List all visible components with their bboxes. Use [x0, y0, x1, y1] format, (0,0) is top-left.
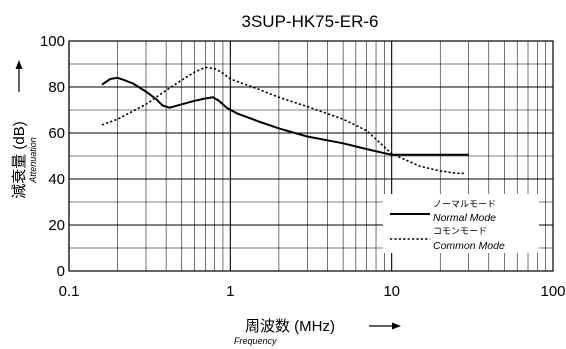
y-tick-label: 40 [48, 171, 65, 188]
chart-title: 3SUP-HK75-ER-6 [242, 12, 379, 31]
y-tick-labels: 0 20 40 60 80 100 [40, 33, 65, 280]
x-tick-label: 1 [226, 283, 234, 300]
y-tick-label: 20 [48, 217, 65, 234]
x-axis-label: 周波数 (MHz) [245, 318, 335, 335]
legend-normal-label: Normal Mode [433, 212, 496, 224]
legend-box [383, 194, 539, 253]
y-tick-label: 60 [48, 125, 65, 142]
legend-common-label: Common Mode [433, 240, 505, 252]
plot-frame [68, 40, 554, 272]
y-axis-label: 減衰量 (dB) [11, 121, 28, 199]
x-axis-sublabel: Frequency [234, 336, 277, 346]
y-tick-label: 80 [48, 79, 65, 96]
x-axis-arrow-icon [369, 322, 401, 330]
series-layer [101, 66, 469, 175]
series-common-mode-line [101, 66, 464, 175]
x-tick-label: 100 [540, 283, 565, 300]
x-tick-label: 10 [383, 283, 400, 300]
y-tick-label: 100 [40, 33, 65, 50]
y-tick-label: 0 [57, 263, 65, 280]
legend-common-label-jp: コモンモード [433, 226, 487, 236]
x-tick-label: 0.1 [59, 283, 80, 300]
legend-normal-label-jp: ノーマルモード [433, 199, 496, 209]
x-tick-labels: 0.1 1 10 100 [59, 283, 566, 300]
y-axis-arrow-icon [15, 60, 23, 92]
legend: ノーマルモード Normal Mode コモンモード Common Mode [383, 194, 539, 253]
series-normal-mode-line [101, 76, 469, 156]
y-axis-sublabel: Attenuation [28, 137, 38, 184]
